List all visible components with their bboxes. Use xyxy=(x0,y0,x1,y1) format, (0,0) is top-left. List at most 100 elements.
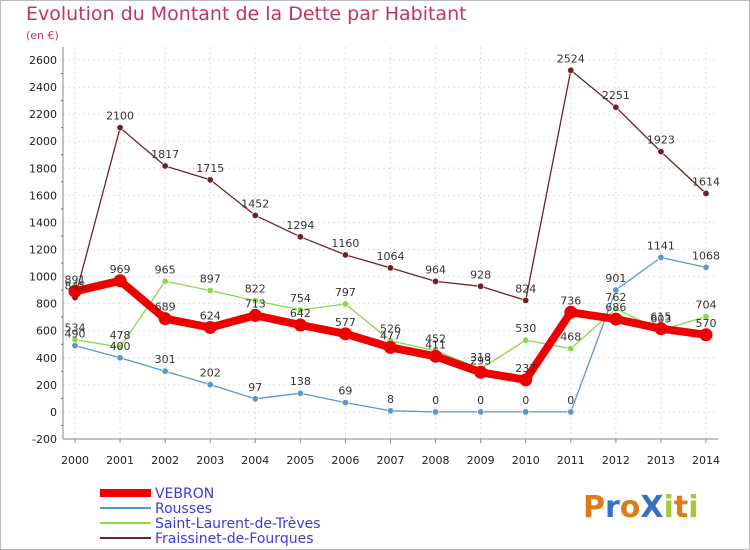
data-label: 762 xyxy=(605,291,626,304)
data-label: 1068 xyxy=(692,249,720,262)
gridlines xyxy=(63,47,718,440)
data-point xyxy=(203,320,217,334)
data-point xyxy=(477,282,485,290)
data-point xyxy=(522,408,530,416)
data-point xyxy=(206,176,214,184)
data-point xyxy=(432,277,440,285)
data-point xyxy=(386,264,394,272)
x-tick-labels: 2000 2001 2002 2003 2004 2005 2006 2007 2008 2009… xyxy=(61,454,720,467)
data-point xyxy=(161,162,169,170)
data-point xyxy=(71,342,79,350)
legend-label: Rousses xyxy=(155,501,212,517)
y-tick-label: -200 xyxy=(32,433,57,446)
data-label: 1141 xyxy=(647,239,675,252)
data-label: 1294 xyxy=(286,219,314,232)
data-point xyxy=(341,300,349,308)
x-tick-label: 2003 xyxy=(196,454,224,467)
data-label: 1614 xyxy=(692,175,720,188)
data-point xyxy=(296,389,304,397)
logo-letter: i xyxy=(688,490,698,525)
data-point xyxy=(251,211,259,219)
proxiti-logo: ProXiti xyxy=(583,490,699,525)
data-point xyxy=(296,306,304,314)
data-label: 2251 xyxy=(602,89,630,102)
data-label: 1923 xyxy=(647,134,675,147)
data-label: 897 xyxy=(200,273,221,286)
data-label: 293 xyxy=(470,354,491,367)
data-label: 928 xyxy=(470,268,491,281)
logo-letter: X xyxy=(640,490,663,525)
data-point xyxy=(113,274,127,288)
x-tick-label: 2005 xyxy=(286,454,314,467)
axes xyxy=(61,47,718,443)
logo-letter: t xyxy=(674,490,688,525)
legend: VEBRONRoussesSaint-Laurent-de-TrèvesFrai… xyxy=(100,486,321,547)
data-label: 2524 xyxy=(557,52,585,65)
data-point xyxy=(567,66,575,74)
data-point xyxy=(161,367,169,375)
data-label: 1452 xyxy=(241,197,269,210)
data-label: 468 xyxy=(560,331,581,344)
data-point xyxy=(609,312,623,326)
data-point xyxy=(251,297,259,305)
data-point xyxy=(699,328,713,342)
data-point xyxy=(158,312,172,326)
data-point xyxy=(429,349,443,363)
data-point xyxy=(702,313,710,321)
y-tick-label: 1400 xyxy=(29,216,57,229)
data-point xyxy=(248,308,262,322)
data-point xyxy=(612,305,620,313)
x-tick-label: 2013 xyxy=(647,454,675,467)
data-label: 686 xyxy=(605,301,626,314)
data-label: 822 xyxy=(245,283,266,296)
data-point xyxy=(341,251,349,259)
data-label: 301 xyxy=(155,353,176,366)
data-label: 965 xyxy=(155,263,176,276)
y-tick-label: 600 xyxy=(36,325,57,338)
data-label: 964 xyxy=(425,263,446,276)
y-tick-label: 1200 xyxy=(29,244,57,257)
data-point xyxy=(293,318,307,332)
legend-label: Saint-Laurent-de-Trèves xyxy=(155,516,321,532)
legend-label: Fraissinet-de-Fourques xyxy=(155,531,313,547)
data-point xyxy=(477,408,485,416)
data-point xyxy=(432,408,440,416)
logo-letter: i xyxy=(664,490,674,525)
data-point xyxy=(71,336,79,344)
data-point xyxy=(567,408,575,416)
data-point xyxy=(567,345,575,353)
data-point xyxy=(296,233,304,241)
x-tick-label: 2008 xyxy=(422,454,450,467)
data-label: 1817 xyxy=(151,148,179,161)
y-tick-label: 1600 xyxy=(29,189,57,202)
data-label: 138 xyxy=(290,375,311,388)
data-label: 8 xyxy=(387,393,394,406)
y-tick-label: 0 xyxy=(50,406,57,419)
data-label: 969 xyxy=(110,263,131,276)
data-label: 530 xyxy=(515,322,536,335)
data-point xyxy=(206,287,214,295)
data-label: 237 xyxy=(515,362,536,375)
data-label: 689 xyxy=(155,301,176,314)
data-point xyxy=(702,189,710,197)
data-label: 1715 xyxy=(196,162,224,175)
data-label: 534 xyxy=(65,322,86,335)
data-point xyxy=(206,381,214,389)
data-label: 2100 xyxy=(106,110,134,123)
data-label: 69 xyxy=(338,385,352,398)
data-point xyxy=(384,340,397,354)
x-tick-label: 2004 xyxy=(241,454,269,467)
data-label: 477 xyxy=(380,329,401,342)
logo-text: ProXiti xyxy=(583,490,699,525)
data-label: 824 xyxy=(515,282,536,295)
x-tick-label: 2001 xyxy=(106,454,134,467)
data-label: 400 xyxy=(110,340,131,353)
logo-letter: P xyxy=(583,490,605,525)
data-label: 754 xyxy=(290,292,311,305)
data-point xyxy=(116,124,124,132)
data-point xyxy=(116,354,124,362)
data-label: 891 xyxy=(65,273,86,286)
x-tick-label: 2000 xyxy=(61,454,89,467)
legend-label: VEBRON xyxy=(155,486,214,502)
